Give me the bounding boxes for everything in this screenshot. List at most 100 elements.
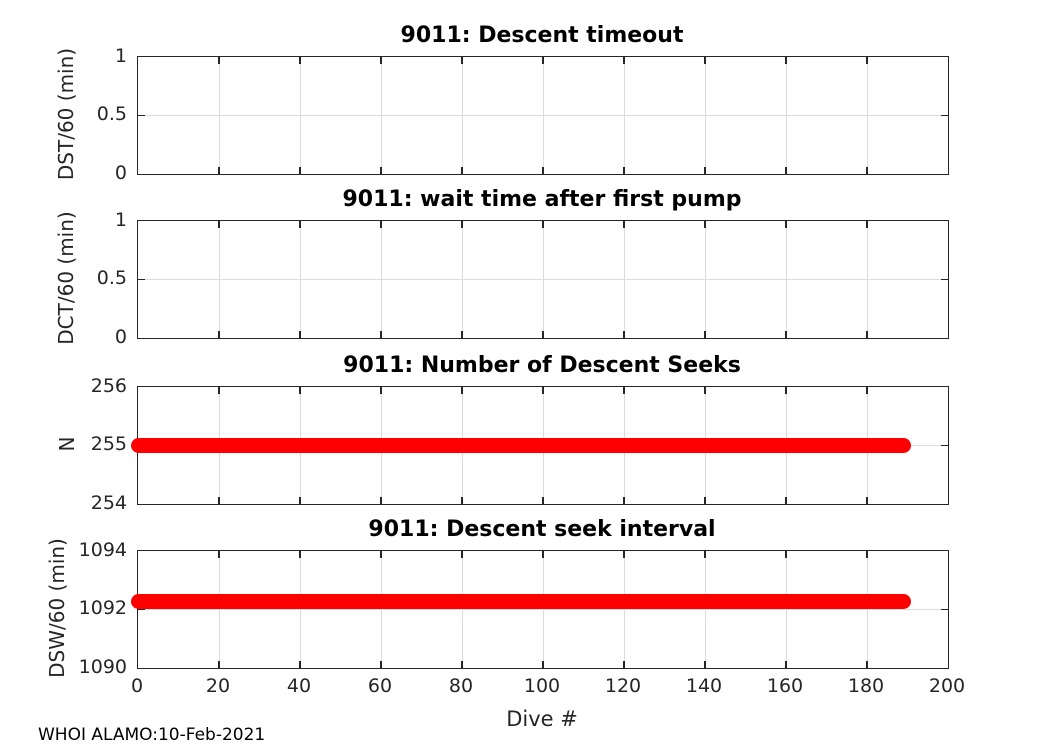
x-tick-mark	[785, 551, 787, 558]
x-tick-mark	[623, 387, 625, 394]
x-tick-mark	[785, 387, 787, 394]
x-tick-mark	[542, 387, 544, 394]
x-tick-mark	[704, 661, 706, 668]
x-tick-mark	[380, 661, 382, 668]
x-tick-mark	[299, 167, 301, 174]
plot-area	[130, 386, 949, 505]
plot-title: 9011: Number of Descent Seeks	[343, 353, 741, 378]
y-tick-mark	[941, 444, 948, 447]
x-tick-mark	[704, 167, 706, 174]
x-tick-mark	[785, 221, 787, 228]
y-tick-label: 1	[114, 209, 127, 231]
x-tick-label: 200	[928, 675, 966, 697]
data-line-number-of-descent-seeks	[130, 438, 911, 453]
x-tick-mark	[623, 167, 625, 174]
x-tick-mark	[542, 551, 544, 558]
x-tick-mark	[542, 167, 544, 174]
x-tick-mark	[461, 331, 463, 338]
x-tick-mark	[218, 331, 220, 338]
y-tick-mark	[941, 278, 948, 281]
x-axis-label: Dive #	[506, 707, 578, 731]
x-tick-mark	[461, 57, 463, 64]
plot-area	[137, 220, 949, 339]
y-tick-mark	[138, 278, 145, 281]
y-tick-label: 254	[90, 492, 127, 514]
y-tick-label: 0	[114, 326, 127, 348]
x-tick-mark	[785, 661, 787, 668]
x-tick-mark	[461, 497, 463, 504]
x-tick-mark	[866, 221, 868, 228]
x-tick-mark	[461, 167, 463, 174]
x-tick-mark	[218, 387, 220, 394]
y-tick-label: 1090	[78, 656, 127, 678]
x-tick-mark	[623, 221, 625, 228]
x-tick-mark	[542, 661, 544, 668]
x-tick-mark	[218, 661, 220, 668]
x-tick-mark	[785, 167, 787, 174]
y-tick-label: 0	[114, 162, 127, 184]
y-tick-mark	[941, 608, 948, 611]
x-tick-mark	[299, 661, 301, 668]
x-tick-mark	[380, 57, 382, 64]
x-tick-mark	[380, 387, 382, 394]
x-tick-mark	[299, 221, 301, 228]
y-tick-label: 1092	[78, 597, 127, 619]
x-tick-mark	[380, 221, 382, 228]
x-tick-mark	[299, 57, 301, 64]
plot-title: 9011: wait time after first pump	[342, 187, 742, 212]
x-tick-mark	[785, 497, 787, 504]
x-tick-mark	[218, 551, 220, 558]
x-tick-label: 160	[766, 675, 804, 697]
plot-title: 9011: Descent seek interval	[368, 517, 716, 542]
y-tick-label: 1094	[78, 539, 127, 561]
x-tick-mark	[623, 551, 625, 558]
x-tick-mark	[542, 57, 544, 64]
x-tick-mark	[785, 331, 787, 338]
x-tick-mark	[866, 387, 868, 394]
x-tick-mark	[542, 497, 544, 504]
x-tick-mark	[542, 331, 544, 338]
x-tick-mark	[866, 167, 868, 174]
x-tick-mark	[704, 387, 706, 394]
x-tick-mark	[299, 387, 301, 394]
x-tick-label: 20	[205, 675, 231, 697]
plot-area	[137, 56, 949, 175]
x-tick-mark	[218, 57, 220, 64]
gridline-horizontal	[138, 279, 948, 280]
x-tick-mark	[623, 661, 625, 668]
y-tick-label: 0.5	[96, 103, 127, 125]
x-tick-mark	[623, 331, 625, 338]
x-tick-mark	[218, 167, 220, 174]
x-tick-mark	[380, 331, 382, 338]
y-tick-mark	[941, 114, 948, 117]
x-tick-mark	[785, 57, 787, 64]
x-tick-mark	[704, 497, 706, 504]
x-tick-label: 180	[847, 675, 885, 697]
x-tick-mark	[704, 551, 706, 558]
x-tick-label: 100	[523, 675, 561, 697]
x-tick-mark	[461, 387, 463, 394]
x-tick-mark	[623, 57, 625, 64]
x-tick-mark	[218, 497, 220, 504]
x-tick-mark	[218, 221, 220, 228]
x-tick-mark	[866, 497, 868, 504]
data-line-descent-seek-interval	[130, 594, 911, 610]
x-tick-mark	[866, 57, 868, 64]
x-tick-mark	[704, 331, 706, 338]
x-tick-mark	[866, 661, 868, 668]
x-tick-mark	[299, 497, 301, 504]
x-tick-mark	[380, 167, 382, 174]
x-tick-mark	[704, 57, 706, 64]
x-tick-mark	[704, 221, 706, 228]
x-tick-label: 80	[448, 675, 474, 697]
y-tick-label: 1	[114, 45, 127, 67]
plot-title: 9011: Descent timeout	[400, 23, 684, 48]
gridline-horizontal	[138, 115, 948, 116]
y-tick-mark	[138, 114, 145, 117]
x-tick-mark	[461, 221, 463, 228]
y-tick-label: 256	[90, 375, 127, 397]
x-tick-mark	[542, 221, 544, 228]
y-tick-label: 0.5	[96, 267, 127, 289]
x-tick-mark	[299, 551, 301, 558]
